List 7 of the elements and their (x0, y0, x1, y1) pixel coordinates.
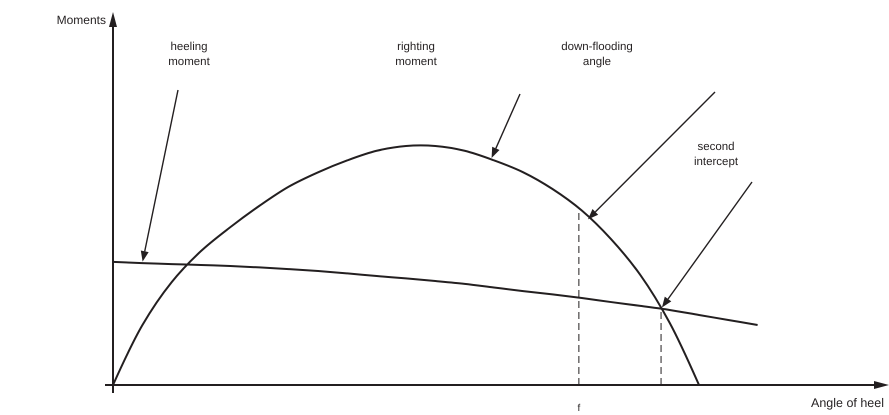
text: heeling moment (168, 41, 211, 68)
text: righting moment (395, 41, 438, 68)
annotation: second intercept (694, 141, 739, 168)
text: down-flooding angle (561, 41, 633, 68)
x-axis-title: Angle of heel (811, 396, 884, 410)
text: Moments (56, 13, 106, 27)
text: f (577, 403, 580, 414)
